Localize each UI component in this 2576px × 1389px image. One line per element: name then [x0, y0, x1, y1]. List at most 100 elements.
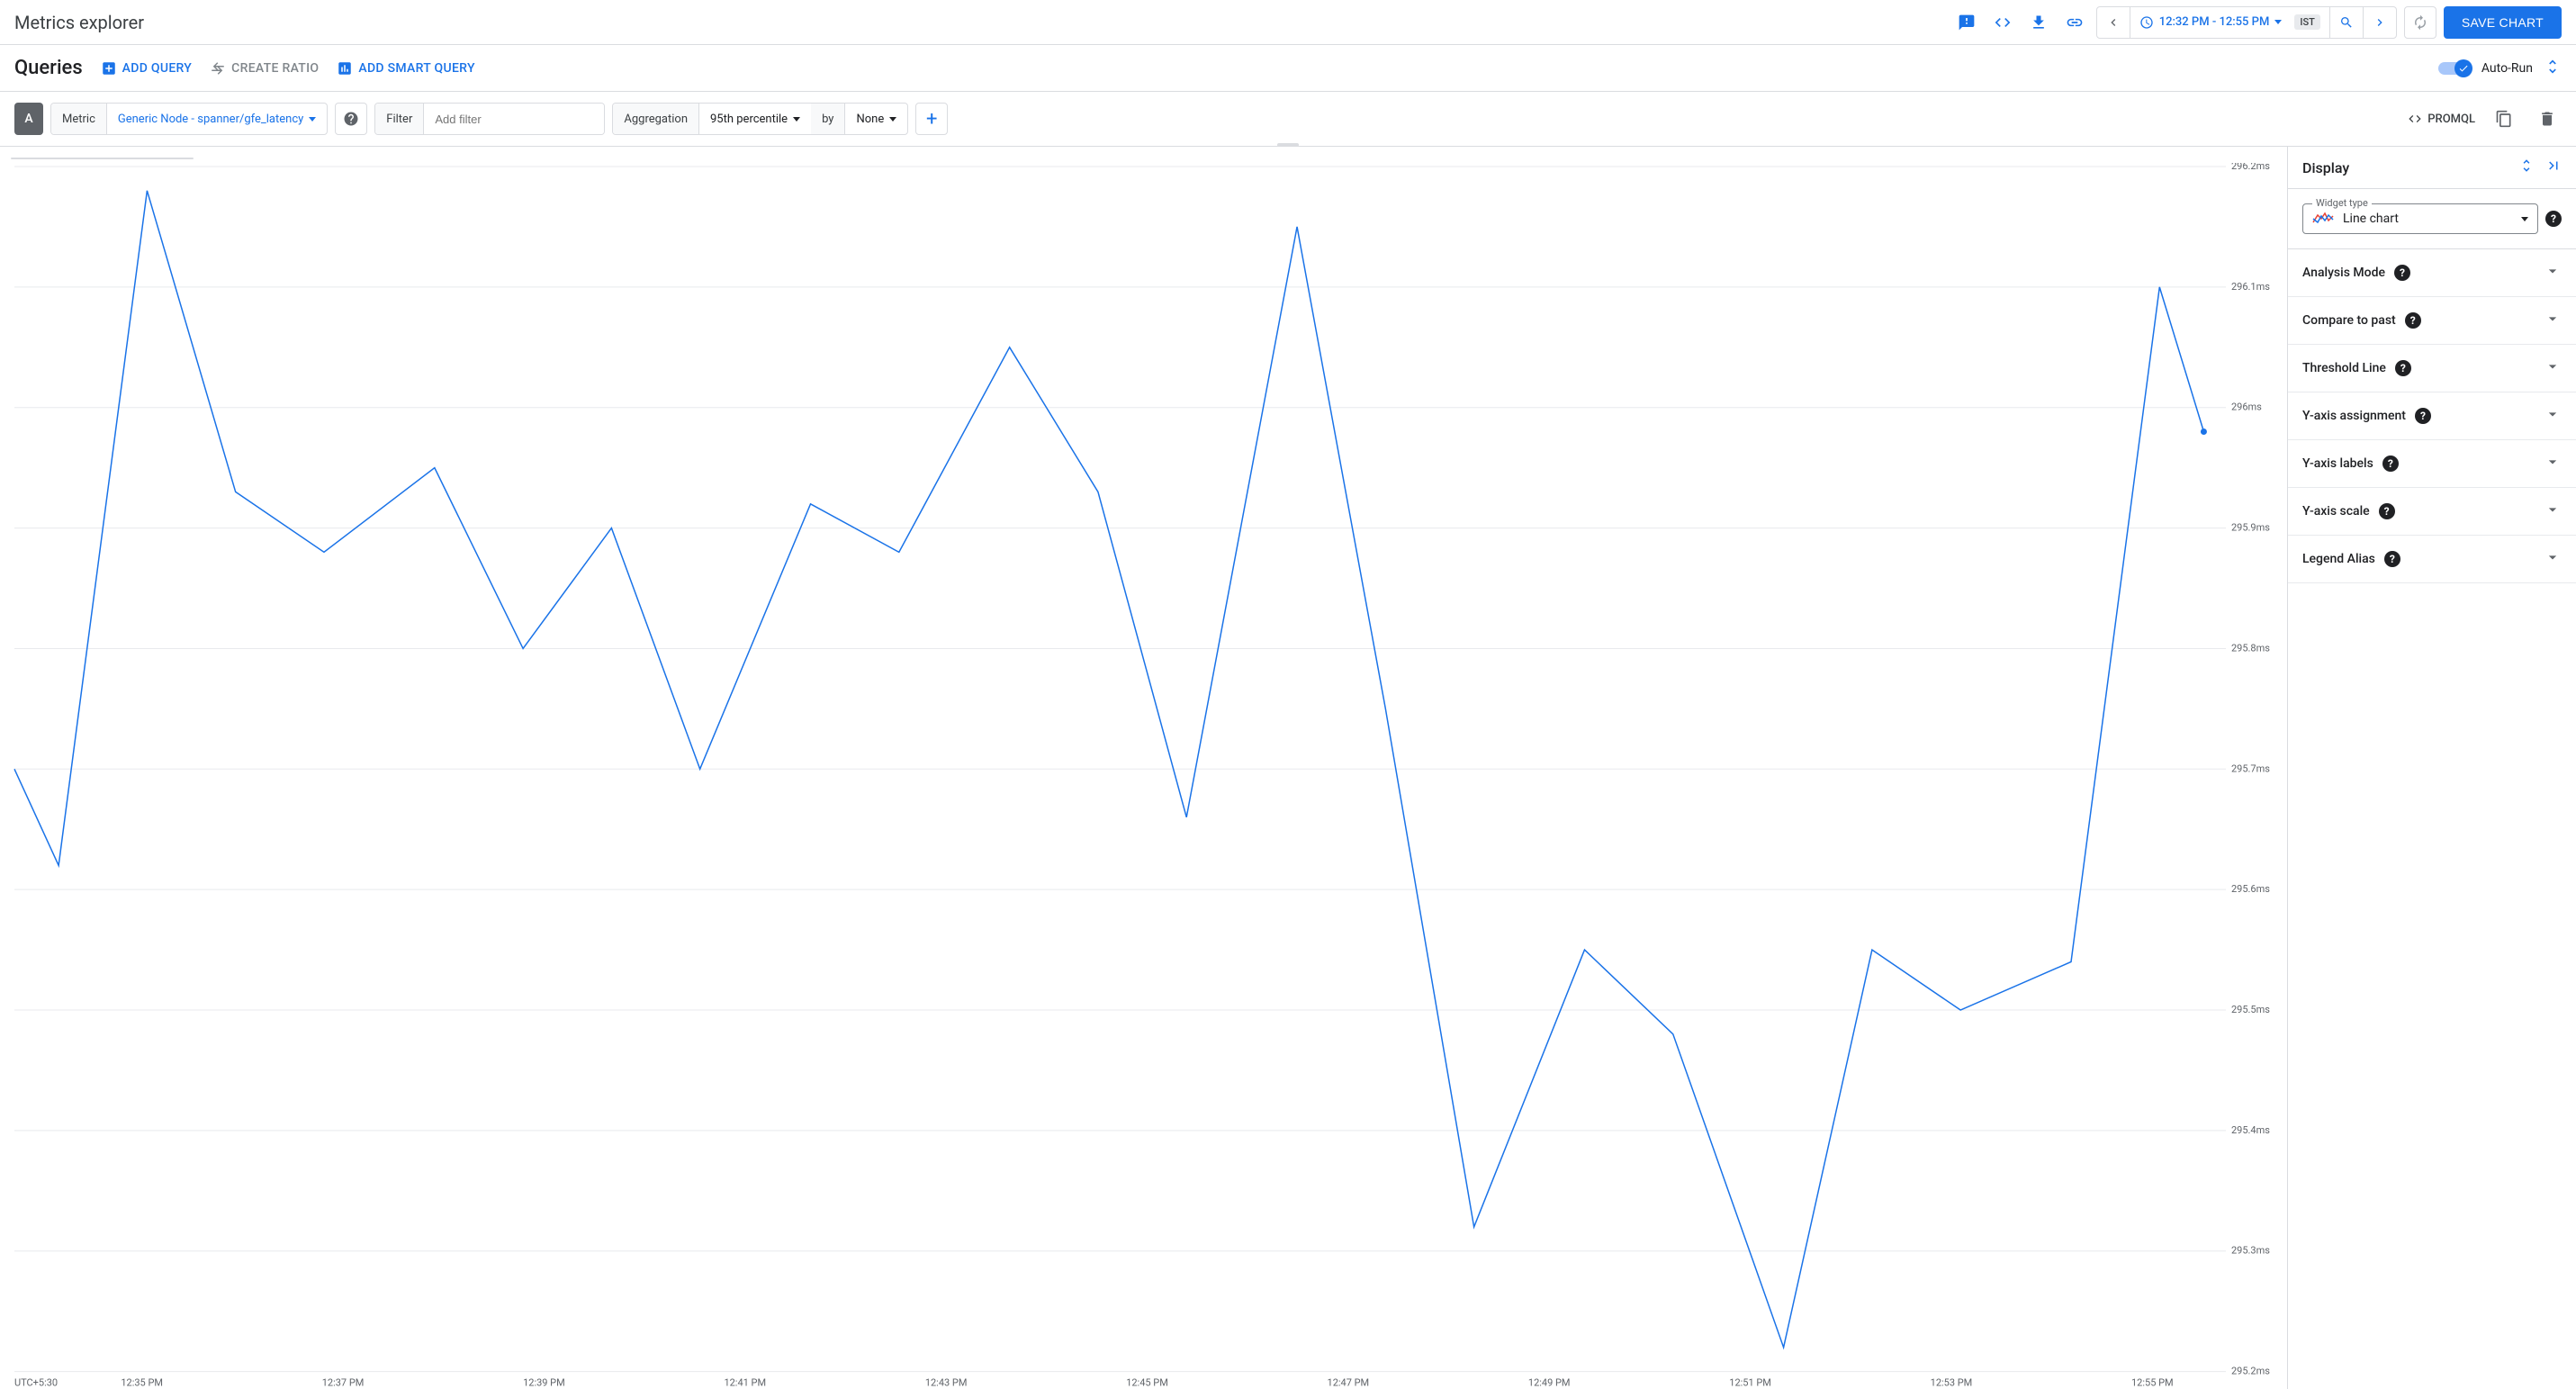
widget-type-label: Widget type	[2312, 197, 2372, 209]
metric-help-button[interactable]	[335, 103, 367, 135]
by-label: by	[811, 104, 845, 134]
time-range-display[interactable]: 12:32 PM - 12:55 PM IST	[2130, 7, 2330, 38]
svg-text:296.2ms: 296.2ms	[2231, 163, 2270, 172]
create-ratio-label: CREATE RATIO	[231, 61, 319, 76]
add-query-clause-button[interactable]: +	[915, 103, 948, 135]
caret-down-icon	[2274, 20, 2282, 24]
caret-down-icon	[793, 117, 800, 122]
chevron-down-icon	[2544, 405, 2562, 427]
svg-text:12:39 PM: 12:39 PM	[523, 1377, 565, 1389]
panel-item-help-icon[interactable]: ?	[2405, 312, 2421, 329]
collapse-panel-icon[interactable]	[2545, 158, 2562, 177]
display-title: Display	[2302, 159, 2349, 176]
save-chart-button[interactable]: SAVE CHART	[2444, 6, 2562, 39]
widget-type-select[interactable]: Widget type Line chart	[2302, 203, 2538, 234]
svg-text:12:53 PM: 12:53 PM	[1931, 1377, 1973, 1389]
svg-text:12:49 PM: 12:49 PM	[1528, 1377, 1571, 1389]
svg-text:295.4ms: 295.4ms	[2231, 1124, 2270, 1136]
metric-value-text: Generic Node - spanner/gfe_latency	[118, 113, 303, 126]
add-query-button[interactable]: ADD QUERY	[101, 60, 193, 77]
query-row-right: PROMQL	[2408, 104, 2562, 133]
expand-vertical-icon[interactable]	[2518, 158, 2535, 177]
caret-down-icon	[2521, 217, 2528, 221]
panel-item[interactable]: Legend Alias ?	[2288, 536, 2576, 583]
chevron-down-icon	[2544, 453, 2562, 474]
panel-item-title: Analysis Mode	[2302, 266, 2385, 280]
svg-text:12:47 PM: 12:47 PM	[1328, 1377, 1370, 1389]
add-query-label: ADD QUERY	[122, 61, 193, 76]
timezone-badge: IST	[2294, 14, 2319, 30]
display-panel: Display Widget type Line chart ? Analysi…	[2288, 147, 2576, 1389]
panel-item-title: Y-axis labels	[2302, 456, 2373, 471]
svg-text:296.1ms: 296.1ms	[2231, 281, 2270, 293]
by-value[interactable]: None	[845, 104, 907, 134]
display-header: Display	[2288, 147, 2576, 189]
metric-value[interactable]: Generic Node - spanner/gfe_latency	[107, 104, 327, 134]
panel-item-help-icon[interactable]: ?	[2379, 503, 2395, 519]
svg-text:12:35 PM: 12:35 PM	[121, 1377, 163, 1389]
promql-button[interactable]: PROMQL	[2408, 112, 2475, 126]
copy-query-button[interactable]	[2490, 104, 2518, 133]
svg-text:295.5ms: 295.5ms	[2231, 1004, 2270, 1015]
svg-text:12:43 PM: 12:43 PM	[925, 1377, 968, 1389]
add-smart-query-label: ADD SMART QUERY	[358, 61, 474, 76]
panel-item-help-icon[interactable]: ?	[2382, 455, 2399, 472]
create-ratio-button[interactable]: CREATE RATIO	[210, 60, 319, 77]
collapse-queries-icon[interactable]	[2544, 58, 2562, 79]
panel-item-help-icon[interactable]: ?	[2395, 360, 2411, 376]
svg-text:UTC+5:30: UTC+5:30	[14, 1377, 58, 1389]
chevron-down-icon	[2544, 310, 2562, 331]
panel-item-title: Compare to past	[2302, 313, 2396, 328]
download-icon[interactable]	[2024, 8, 2053, 37]
panel-item-help-icon[interactable]: ?	[2415, 408, 2431, 424]
reset-zoom-button[interactable]	[2404, 6, 2436, 39]
tab-table[interactable]: TABLE	[76, 158, 137, 159]
query-badge: A	[14, 103, 43, 135]
tab-chart[interactable]: CHART	[12, 158, 76, 159]
aggregation-value[interactable]: 95th percentile	[699, 104, 811, 134]
panel-item[interactable]: Threshold Line ?	[2288, 345, 2576, 392]
time-zoom-button[interactable]	[2330, 7, 2364, 38]
code-icon[interactable]	[1988, 8, 2017, 37]
chevron-down-icon	[2544, 548, 2562, 570]
feedback-icon[interactable]	[1952, 8, 1981, 37]
aggregation-field: Aggregation 95th percentile by None	[612, 103, 908, 135]
tab-both[interactable]: BOTH	[137, 158, 193, 159]
widget-help-icon[interactable]: ?	[2545, 211, 2562, 227]
chevron-down-icon	[2544, 501, 2562, 522]
filter-input[interactable]	[424, 104, 604, 134]
panel-item-help-icon[interactable]: ?	[2384, 551, 2400, 567]
panel-item-title: Legend Alias	[2302, 552, 2375, 566]
time-prev-button[interactable]	[2097, 7, 2130, 38]
panel-item[interactable]: Y-axis labels ?	[2288, 440, 2576, 488]
svg-text:12:41 PM: 12:41 PM	[724, 1377, 766, 1389]
panel-item-title: Threshold Line	[2302, 361, 2386, 375]
panel-item-title: Y-axis scale	[2302, 504, 2370, 519]
link-icon[interactable]	[2060, 8, 2089, 37]
panel-item[interactable]: Y-axis assignment ?	[2288, 392, 2576, 440]
svg-text:296ms: 296ms	[2231, 401, 2262, 413]
aggregation-value-text: 95th percentile	[710, 113, 788, 126]
display-header-icons	[2518, 158, 2562, 177]
auto-run-toggle[interactable]	[2438, 62, 2471, 75]
panel-item[interactable]: Analysis Mode ?	[2288, 249, 2576, 297]
view-tabs: CHART TABLE BOTH	[11, 158, 194, 159]
svg-text:12:37 PM: 12:37 PM	[322, 1377, 365, 1389]
chart-area: CHART TABLE BOTH 296.2ms 296.1ms 296ms 295.…	[0, 147, 2288, 1389]
svg-text:12:55 PM: 12:55 PM	[2131, 1377, 2174, 1389]
aggregation-label: Aggregation	[613, 104, 699, 134]
panel-item-help-icon[interactable]: ?	[2394, 265, 2410, 281]
time-range-picker: 12:32 PM - 12:55 PM IST	[2096, 6, 2397, 39]
panel-item[interactable]: Compare to past ?	[2288, 297, 2576, 345]
chevron-down-icon	[2544, 357, 2562, 379]
queries-bar: Queries ADD QUERY CREATE RATIO ADD SMART…	[0, 45, 2576, 92]
time-next-button[interactable]	[2364, 7, 2396, 38]
delete-query-button[interactable]	[2533, 104, 2562, 133]
line-chart: 296.2ms296.1ms296ms295.9ms295.8ms295.7ms…	[11, 163, 2280, 1389]
query-row: A Metric Generic Node - spanner/gfe_late…	[0, 92, 2576, 147]
filter-field: Filter	[374, 103, 605, 135]
panel-item[interactable]: Y-axis scale ?	[2288, 488, 2576, 536]
add-smart-query-button[interactable]: ADD SMART QUERY	[337, 60, 474, 77]
widget-type-value: Line chart	[2343, 212, 2512, 226]
panel-items: Analysis Mode ? Compare to past ? Thresh…	[2288, 249, 2576, 583]
